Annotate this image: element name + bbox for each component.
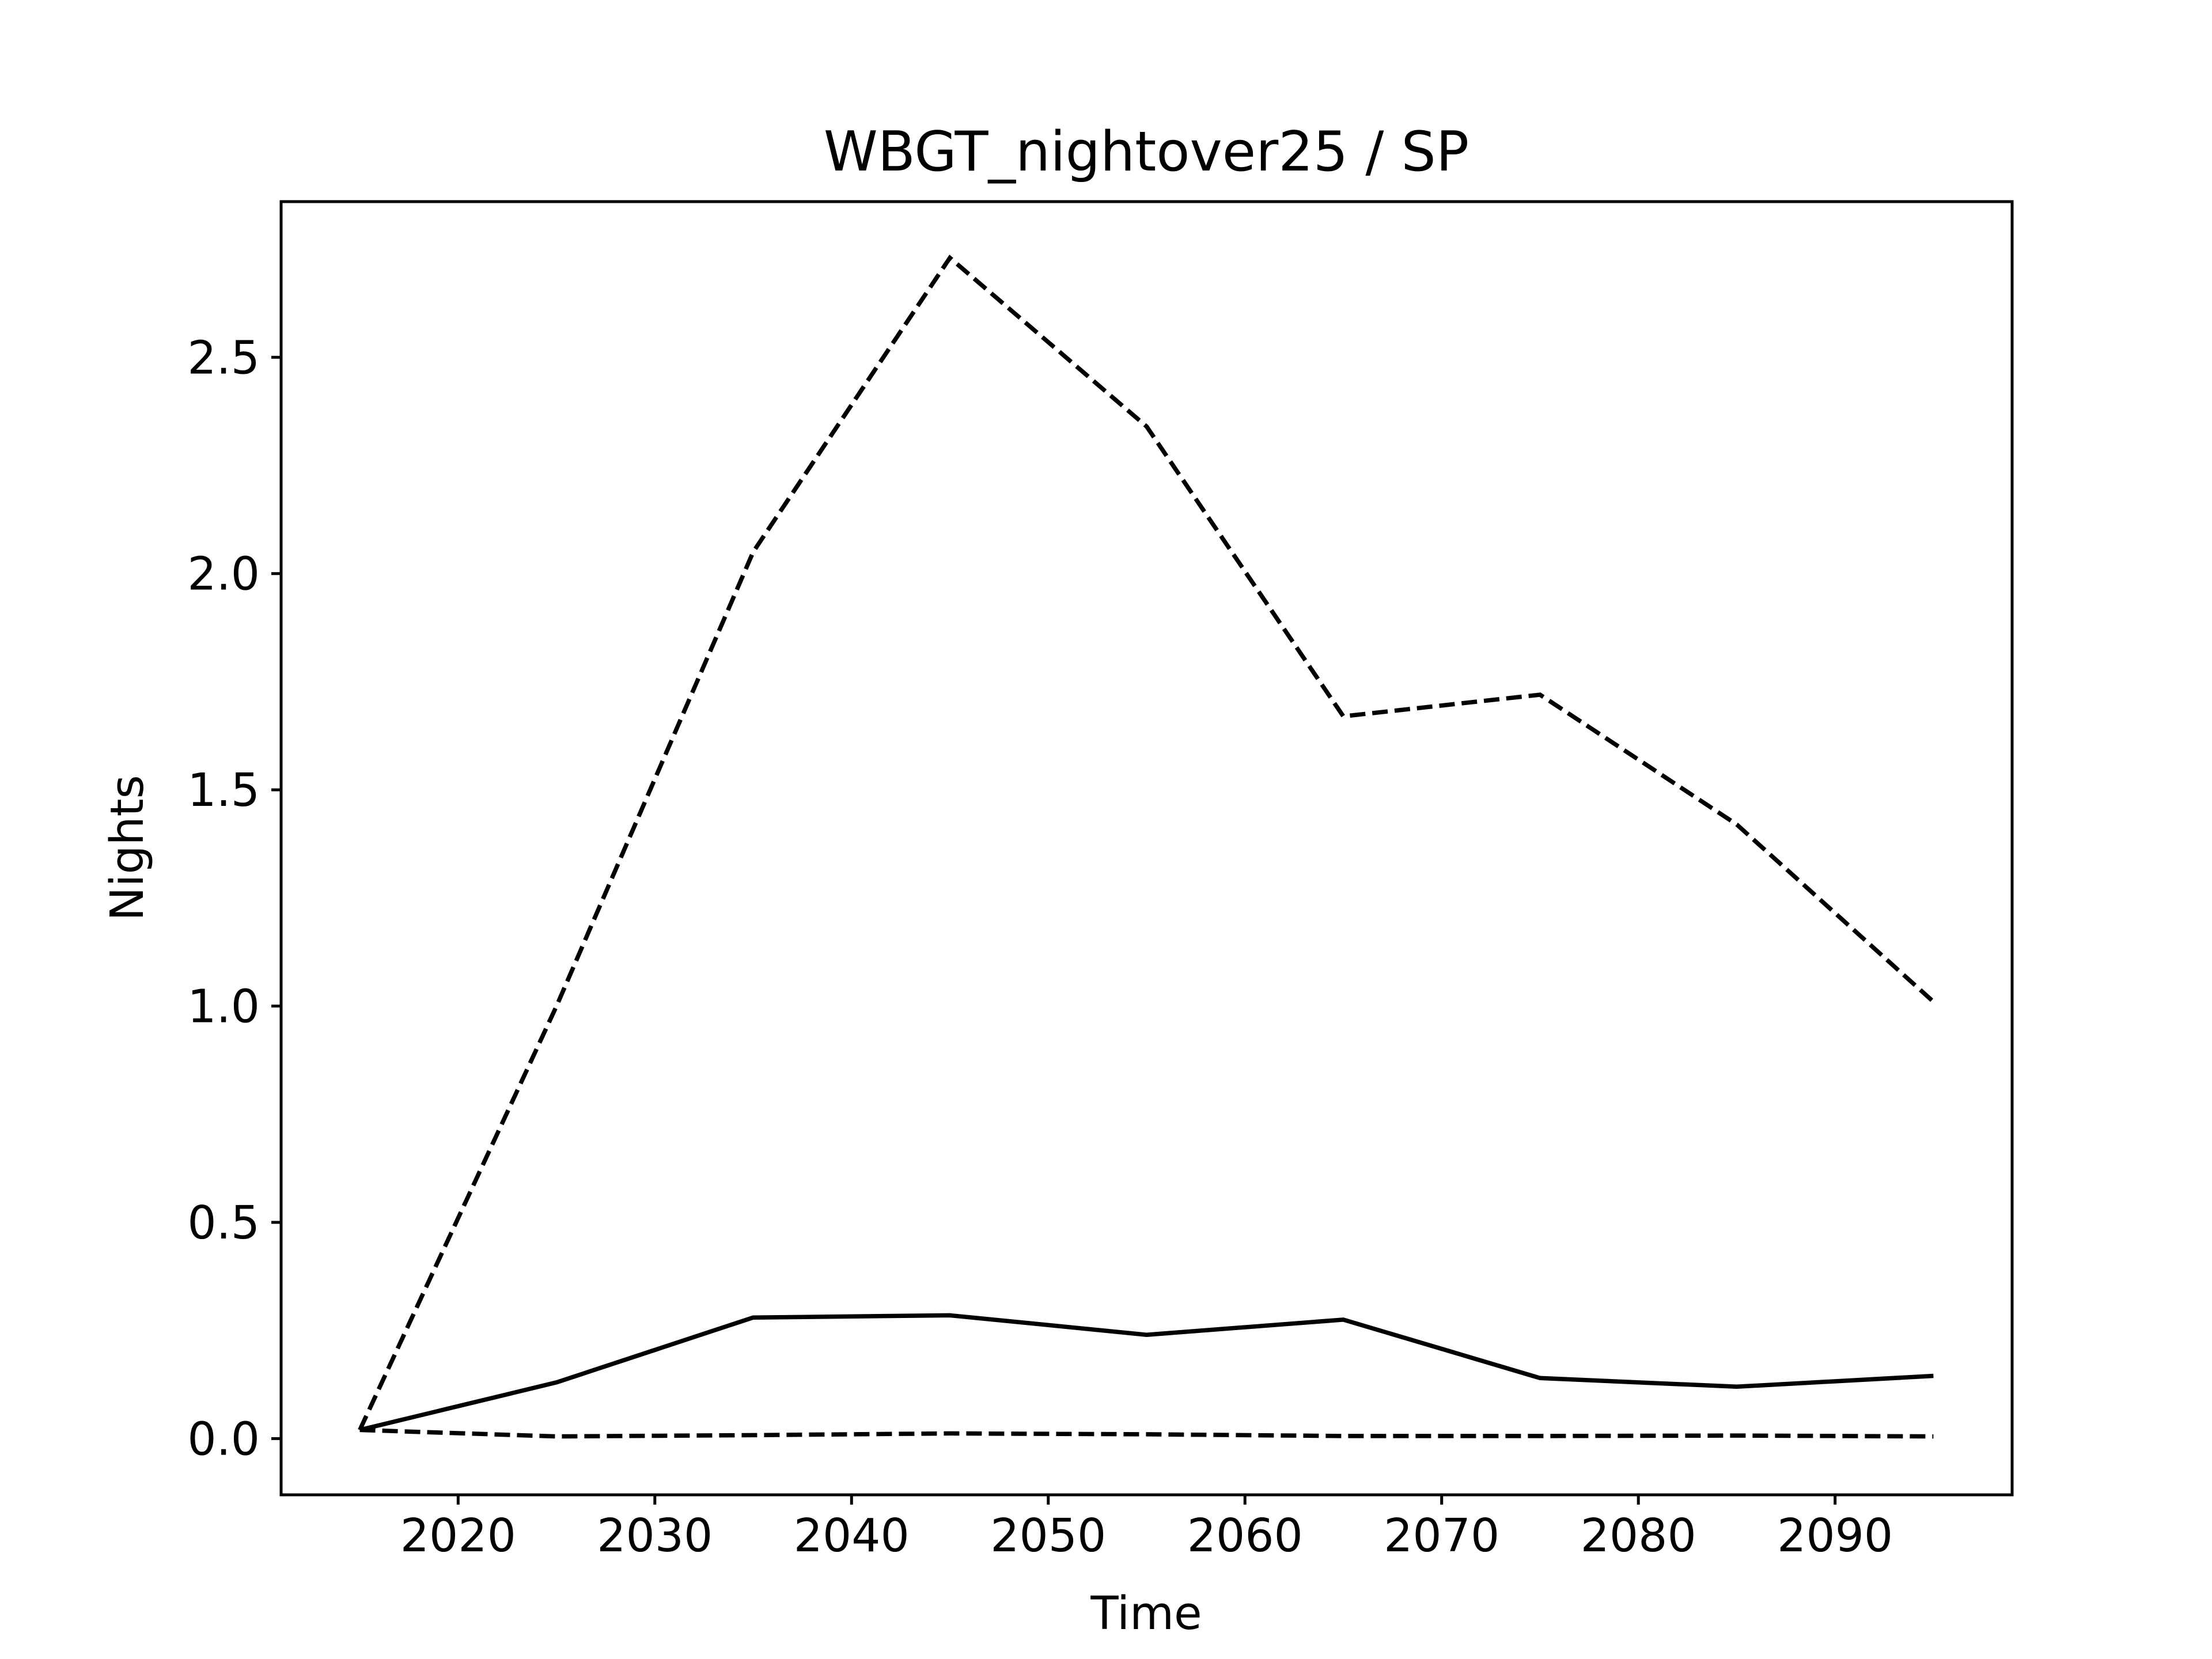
x-tick-label: 2090 <box>1777 1509 1893 1562</box>
y-tick-label: 1.5 <box>187 764 260 817</box>
x-axis-ticks: 2020 2030 2040 2050 2060 2070 2080 2090 <box>400 1495 1893 1562</box>
series-line-2 <box>359 1313 1934 1433</box>
y-axis-label: Nights <box>101 775 154 921</box>
x-tick-label: 2020 <box>400 1509 516 1562</box>
x-tick-label: 2040 <box>794 1509 910 1562</box>
y-tick-label: 0.0 <box>187 1412 260 1465</box>
x-tick-label: 2080 <box>1581 1509 1696 1562</box>
y-tick-label: 1.0 <box>187 980 260 1033</box>
series-layer <box>358 255 1935 1439</box>
y-tick-label: 0.5 <box>187 1196 260 1249</box>
x-tick-label: 2050 <box>990 1509 1106 1562</box>
series-line-3 <box>359 1427 1934 1439</box>
x-tick-label: 2070 <box>1384 1509 1499 1562</box>
x-axis-label: Time <box>1090 1587 1202 1640</box>
chart-title: WBGT_nightover25 / SP <box>824 120 1469 184</box>
plot-frame <box>279 200 2014 1497</box>
y-tick-label: 2.0 <box>187 548 260 601</box>
y-tick-label: 2.5 <box>187 331 260 384</box>
series-line-1 <box>358 255 1935 1431</box>
x-tick-label: 2060 <box>1187 1509 1303 1562</box>
x-tick-label: 2030 <box>597 1509 713 1562</box>
y-axis-ticks: 0.0 0.5 1.0 1.5 2.0 2.5 <box>187 331 281 1465</box>
